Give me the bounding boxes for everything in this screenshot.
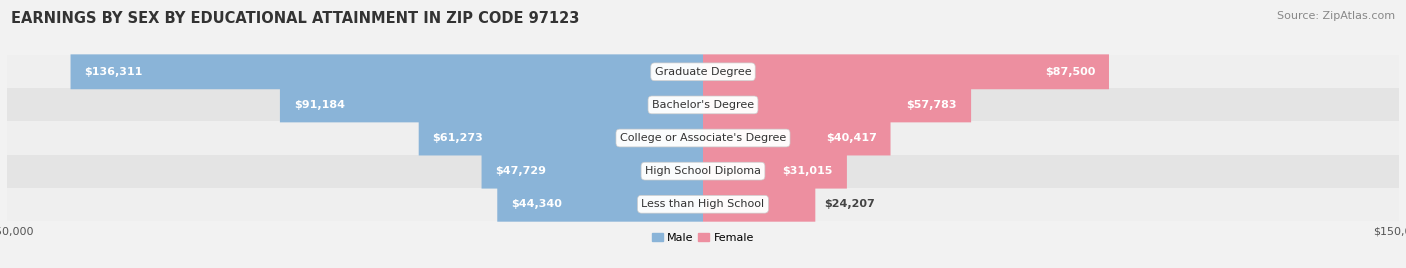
Text: $44,340: $44,340 [512,199,562,209]
FancyBboxPatch shape [70,54,703,89]
FancyBboxPatch shape [280,87,703,122]
Text: $57,783: $57,783 [907,100,957,110]
Text: $87,500: $87,500 [1045,67,1095,77]
Text: Graduate Degree: Graduate Degree [655,67,751,77]
FancyBboxPatch shape [703,121,890,155]
Text: Less than High School: Less than High School [641,199,765,209]
FancyBboxPatch shape [498,187,703,222]
Bar [7,88,1399,121]
Text: $136,311: $136,311 [84,67,143,77]
Text: Bachelor's Degree: Bachelor's Degree [652,100,754,110]
Text: EARNINGS BY SEX BY EDUCATIONAL ATTAINMENT IN ZIP CODE 97123: EARNINGS BY SEX BY EDUCATIONAL ATTAINMEN… [11,11,579,26]
FancyBboxPatch shape [703,187,815,222]
FancyBboxPatch shape [703,154,846,189]
FancyBboxPatch shape [481,154,703,189]
FancyBboxPatch shape [703,87,972,122]
Text: College or Associate's Degree: College or Associate's Degree [620,133,786,143]
Text: $91,184: $91,184 [294,100,344,110]
Bar [7,55,1399,88]
FancyBboxPatch shape [703,54,1109,89]
Text: $24,207: $24,207 [824,199,876,209]
Text: High School Diploma: High School Diploma [645,166,761,176]
Legend: Male, Female: Male, Female [647,228,759,247]
Bar [7,155,1399,188]
Text: $47,729: $47,729 [495,166,547,176]
Bar [7,121,1399,155]
Text: $31,015: $31,015 [783,166,832,176]
FancyBboxPatch shape [419,121,703,155]
Text: Source: ZipAtlas.com: Source: ZipAtlas.com [1277,11,1395,21]
Text: $40,417: $40,417 [825,133,876,143]
Text: $61,273: $61,273 [433,133,484,143]
Bar [7,188,1399,221]
